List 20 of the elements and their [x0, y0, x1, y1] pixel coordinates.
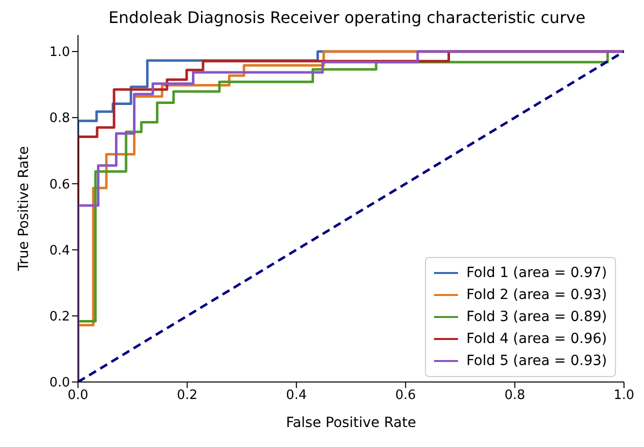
y-tick-label: 0.4: [49, 243, 70, 258]
y-tick-label: 0.6: [49, 177, 70, 192]
legend-label: Fold 4 (area = 0.96): [466, 330, 607, 349]
legend-label: Fold 2 (area = 0.93): [466, 286, 607, 305]
legend-label: Fold 3 (area = 0.89): [466, 308, 607, 327]
y-axis-title: True Positive Rate: [16, 146, 32, 272]
legend-label: Fold 1 (area = 0.97): [466, 264, 607, 283]
x-tick-label: 1.0: [614, 388, 634, 404]
legend-label: Fold 5 (area = 0.93): [466, 352, 607, 371]
x-tick-label: 0.2: [176, 388, 198, 404]
y-tick-label: 0.0: [49, 376, 70, 391]
chart-title: Endoleak Diagnosis Receiver operating characteristic curve: [108, 8, 586, 27]
x-tick-label: 0.0: [68, 388, 88, 404]
x-axis-title: False Positive Rate: [286, 415, 416, 431]
x-tick-label: 0.4: [286, 388, 307, 404]
y-tick-label: 1.0: [49, 45, 70, 60]
y-tick-label: 0.8: [49, 111, 70, 126]
x-tick-label: 0.8: [504, 388, 526, 404]
y-tick-label: 0.2: [49, 310, 70, 325]
x-tick-label: 0.6: [395, 388, 416, 404]
